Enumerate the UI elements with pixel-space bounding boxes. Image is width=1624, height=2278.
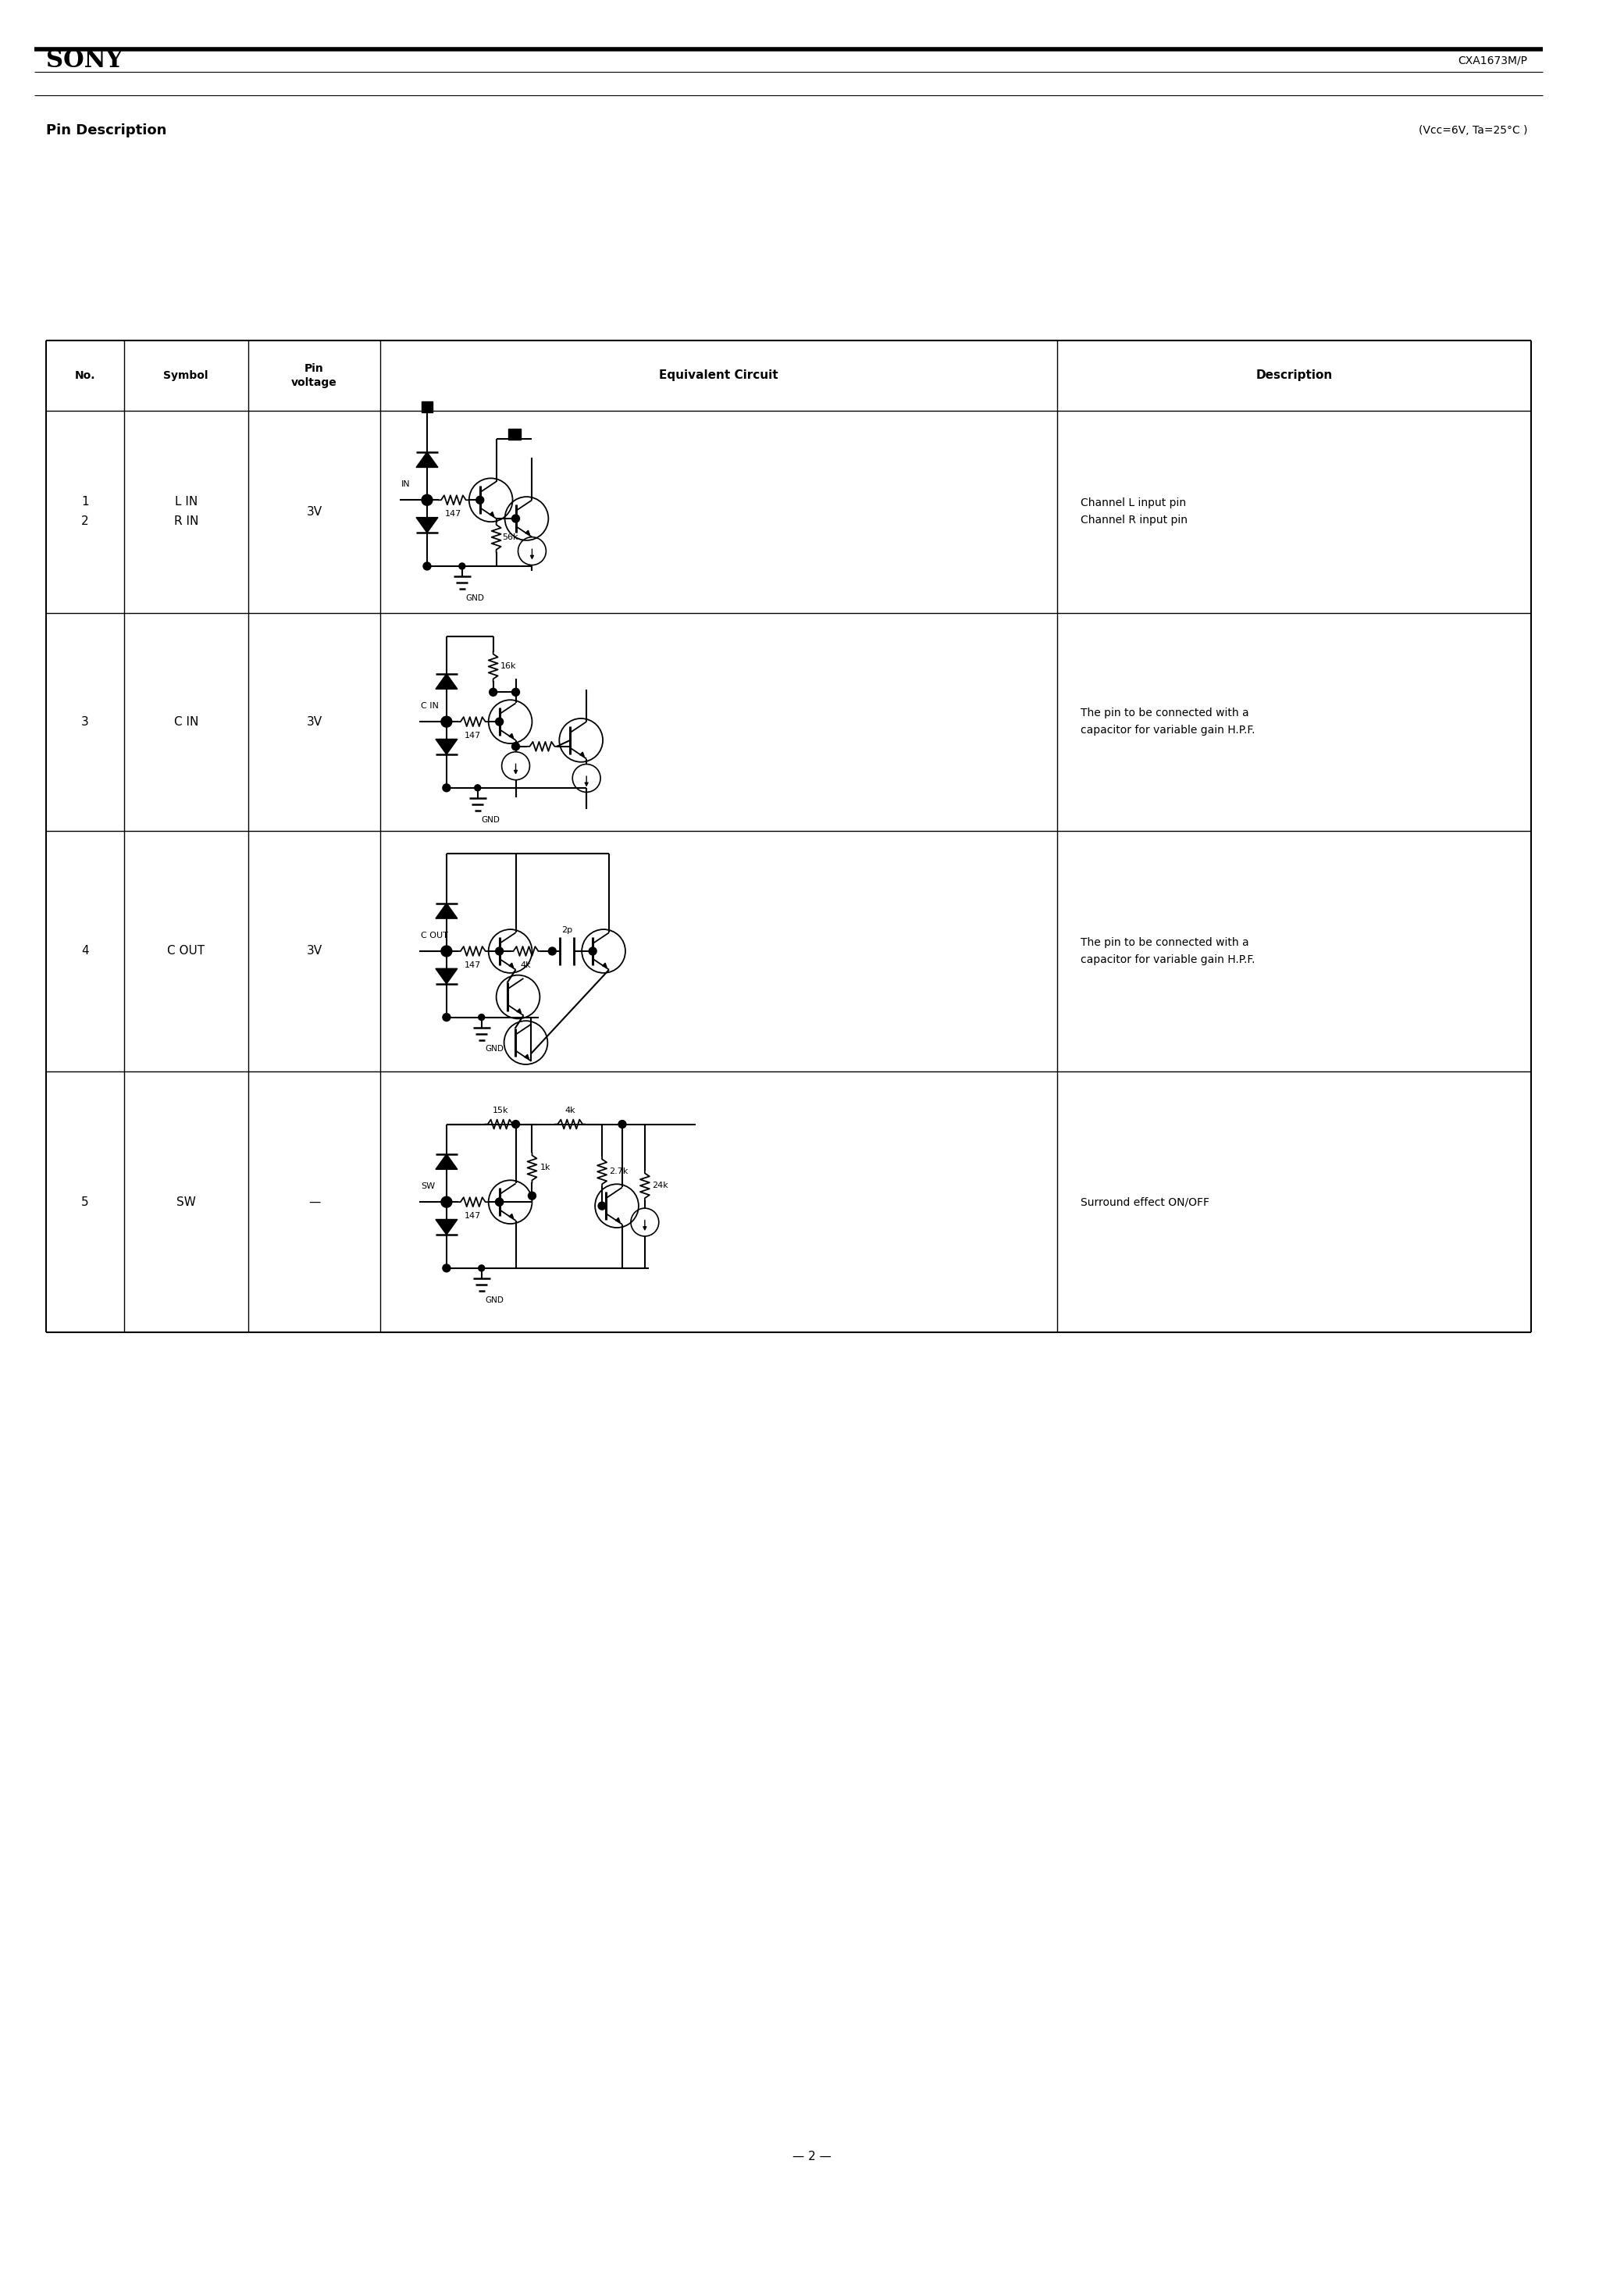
Text: GND: GND bbox=[486, 1296, 503, 1303]
Circle shape bbox=[495, 718, 503, 727]
Text: C OUT: C OUT bbox=[167, 945, 205, 957]
Text: Channel L input pin
Channel R input pin: Channel L input pin Channel R input pin bbox=[1080, 499, 1187, 526]
Text: CXA1673M/P: CXA1673M/P bbox=[1458, 55, 1528, 66]
Text: Equivalent Circuit: Equivalent Circuit bbox=[659, 369, 778, 380]
Text: 1k: 1k bbox=[539, 1164, 551, 1171]
Text: 3V: 3V bbox=[307, 506, 322, 517]
Circle shape bbox=[619, 1121, 627, 1128]
Bar bbox=[422, 401, 432, 412]
Polygon shape bbox=[416, 451, 438, 467]
Polygon shape bbox=[435, 738, 458, 754]
Circle shape bbox=[512, 688, 520, 697]
Text: 16k: 16k bbox=[500, 663, 516, 670]
Circle shape bbox=[442, 945, 451, 957]
Text: — 2 —: — 2 — bbox=[793, 2150, 831, 2162]
Circle shape bbox=[489, 688, 497, 697]
Text: C IN: C IN bbox=[174, 715, 198, 727]
Text: C OUT: C OUT bbox=[421, 932, 448, 939]
Text: 4k: 4k bbox=[521, 961, 531, 968]
Circle shape bbox=[512, 743, 520, 749]
Text: 24k: 24k bbox=[651, 1182, 667, 1189]
Circle shape bbox=[479, 1014, 484, 1021]
Circle shape bbox=[512, 515, 520, 522]
Text: 15k: 15k bbox=[492, 1107, 508, 1114]
Text: Pin Description: Pin Description bbox=[45, 123, 167, 137]
Text: 3V: 3V bbox=[307, 715, 322, 727]
Circle shape bbox=[598, 1203, 606, 1210]
Circle shape bbox=[424, 563, 430, 570]
Text: 5: 5 bbox=[81, 1196, 89, 1207]
Text: No.: No. bbox=[75, 369, 96, 380]
Polygon shape bbox=[435, 1155, 458, 1169]
Text: SONY: SONY bbox=[45, 48, 123, 73]
Text: IN: IN bbox=[401, 481, 411, 487]
Circle shape bbox=[474, 784, 481, 790]
Text: L IN
R IN: L IN R IN bbox=[174, 497, 198, 526]
Text: Surround effect ON/OFF: Surround effect ON/OFF bbox=[1080, 1196, 1210, 1207]
Text: 2.7k: 2.7k bbox=[609, 1169, 628, 1175]
Text: —: — bbox=[309, 1196, 320, 1207]
Circle shape bbox=[495, 1198, 503, 1205]
Text: 147: 147 bbox=[464, 1212, 481, 1221]
Circle shape bbox=[476, 497, 484, 503]
Circle shape bbox=[443, 1264, 450, 1271]
Circle shape bbox=[479, 1264, 484, 1271]
Polygon shape bbox=[435, 904, 458, 918]
Polygon shape bbox=[435, 1219, 458, 1235]
Text: The pin to be connected with a
capacitor for variable gain H.P.F.: The pin to be connected with a capacitor… bbox=[1080, 708, 1255, 736]
Text: 4k: 4k bbox=[565, 1107, 575, 1114]
Text: SW: SW bbox=[177, 1196, 197, 1207]
Text: Symbol: Symbol bbox=[164, 369, 208, 380]
Circle shape bbox=[528, 1191, 536, 1201]
Polygon shape bbox=[416, 517, 438, 533]
Text: 3V: 3V bbox=[307, 945, 322, 957]
Text: 3: 3 bbox=[81, 715, 89, 727]
Text: Description: Description bbox=[1255, 369, 1333, 380]
Bar bbox=[508, 428, 520, 440]
Text: GND: GND bbox=[481, 816, 500, 825]
Circle shape bbox=[443, 784, 450, 793]
Text: Pin
voltage: Pin voltage bbox=[291, 362, 338, 387]
Circle shape bbox=[549, 948, 555, 954]
Text: The pin to be connected with a
capacitor for variable gain H.P.F.: The pin to be connected with a capacitor… bbox=[1080, 936, 1255, 966]
Circle shape bbox=[495, 948, 503, 954]
Text: GND: GND bbox=[466, 595, 484, 601]
Text: C IN: C IN bbox=[421, 702, 438, 711]
Circle shape bbox=[422, 494, 432, 506]
Text: 56k: 56k bbox=[502, 533, 518, 542]
Polygon shape bbox=[435, 674, 458, 688]
Text: 147: 147 bbox=[445, 510, 461, 517]
Circle shape bbox=[495, 1198, 503, 1205]
Text: 2p: 2p bbox=[562, 927, 573, 934]
Text: 1
2: 1 2 bbox=[81, 497, 89, 526]
Text: 147: 147 bbox=[464, 961, 481, 968]
Circle shape bbox=[590, 948, 596, 954]
Text: GND: GND bbox=[486, 1046, 503, 1052]
Text: SW: SW bbox=[421, 1182, 435, 1191]
Text: 147: 147 bbox=[464, 731, 481, 740]
Circle shape bbox=[442, 1196, 451, 1207]
Text: 4: 4 bbox=[81, 945, 89, 957]
Circle shape bbox=[442, 715, 451, 727]
Text: (Vcc=6V, Ta=25°C ): (Vcc=6V, Ta=25°C ) bbox=[1418, 125, 1528, 137]
Polygon shape bbox=[435, 968, 458, 984]
Circle shape bbox=[443, 1014, 450, 1021]
Circle shape bbox=[512, 1121, 520, 1128]
Circle shape bbox=[460, 563, 464, 570]
